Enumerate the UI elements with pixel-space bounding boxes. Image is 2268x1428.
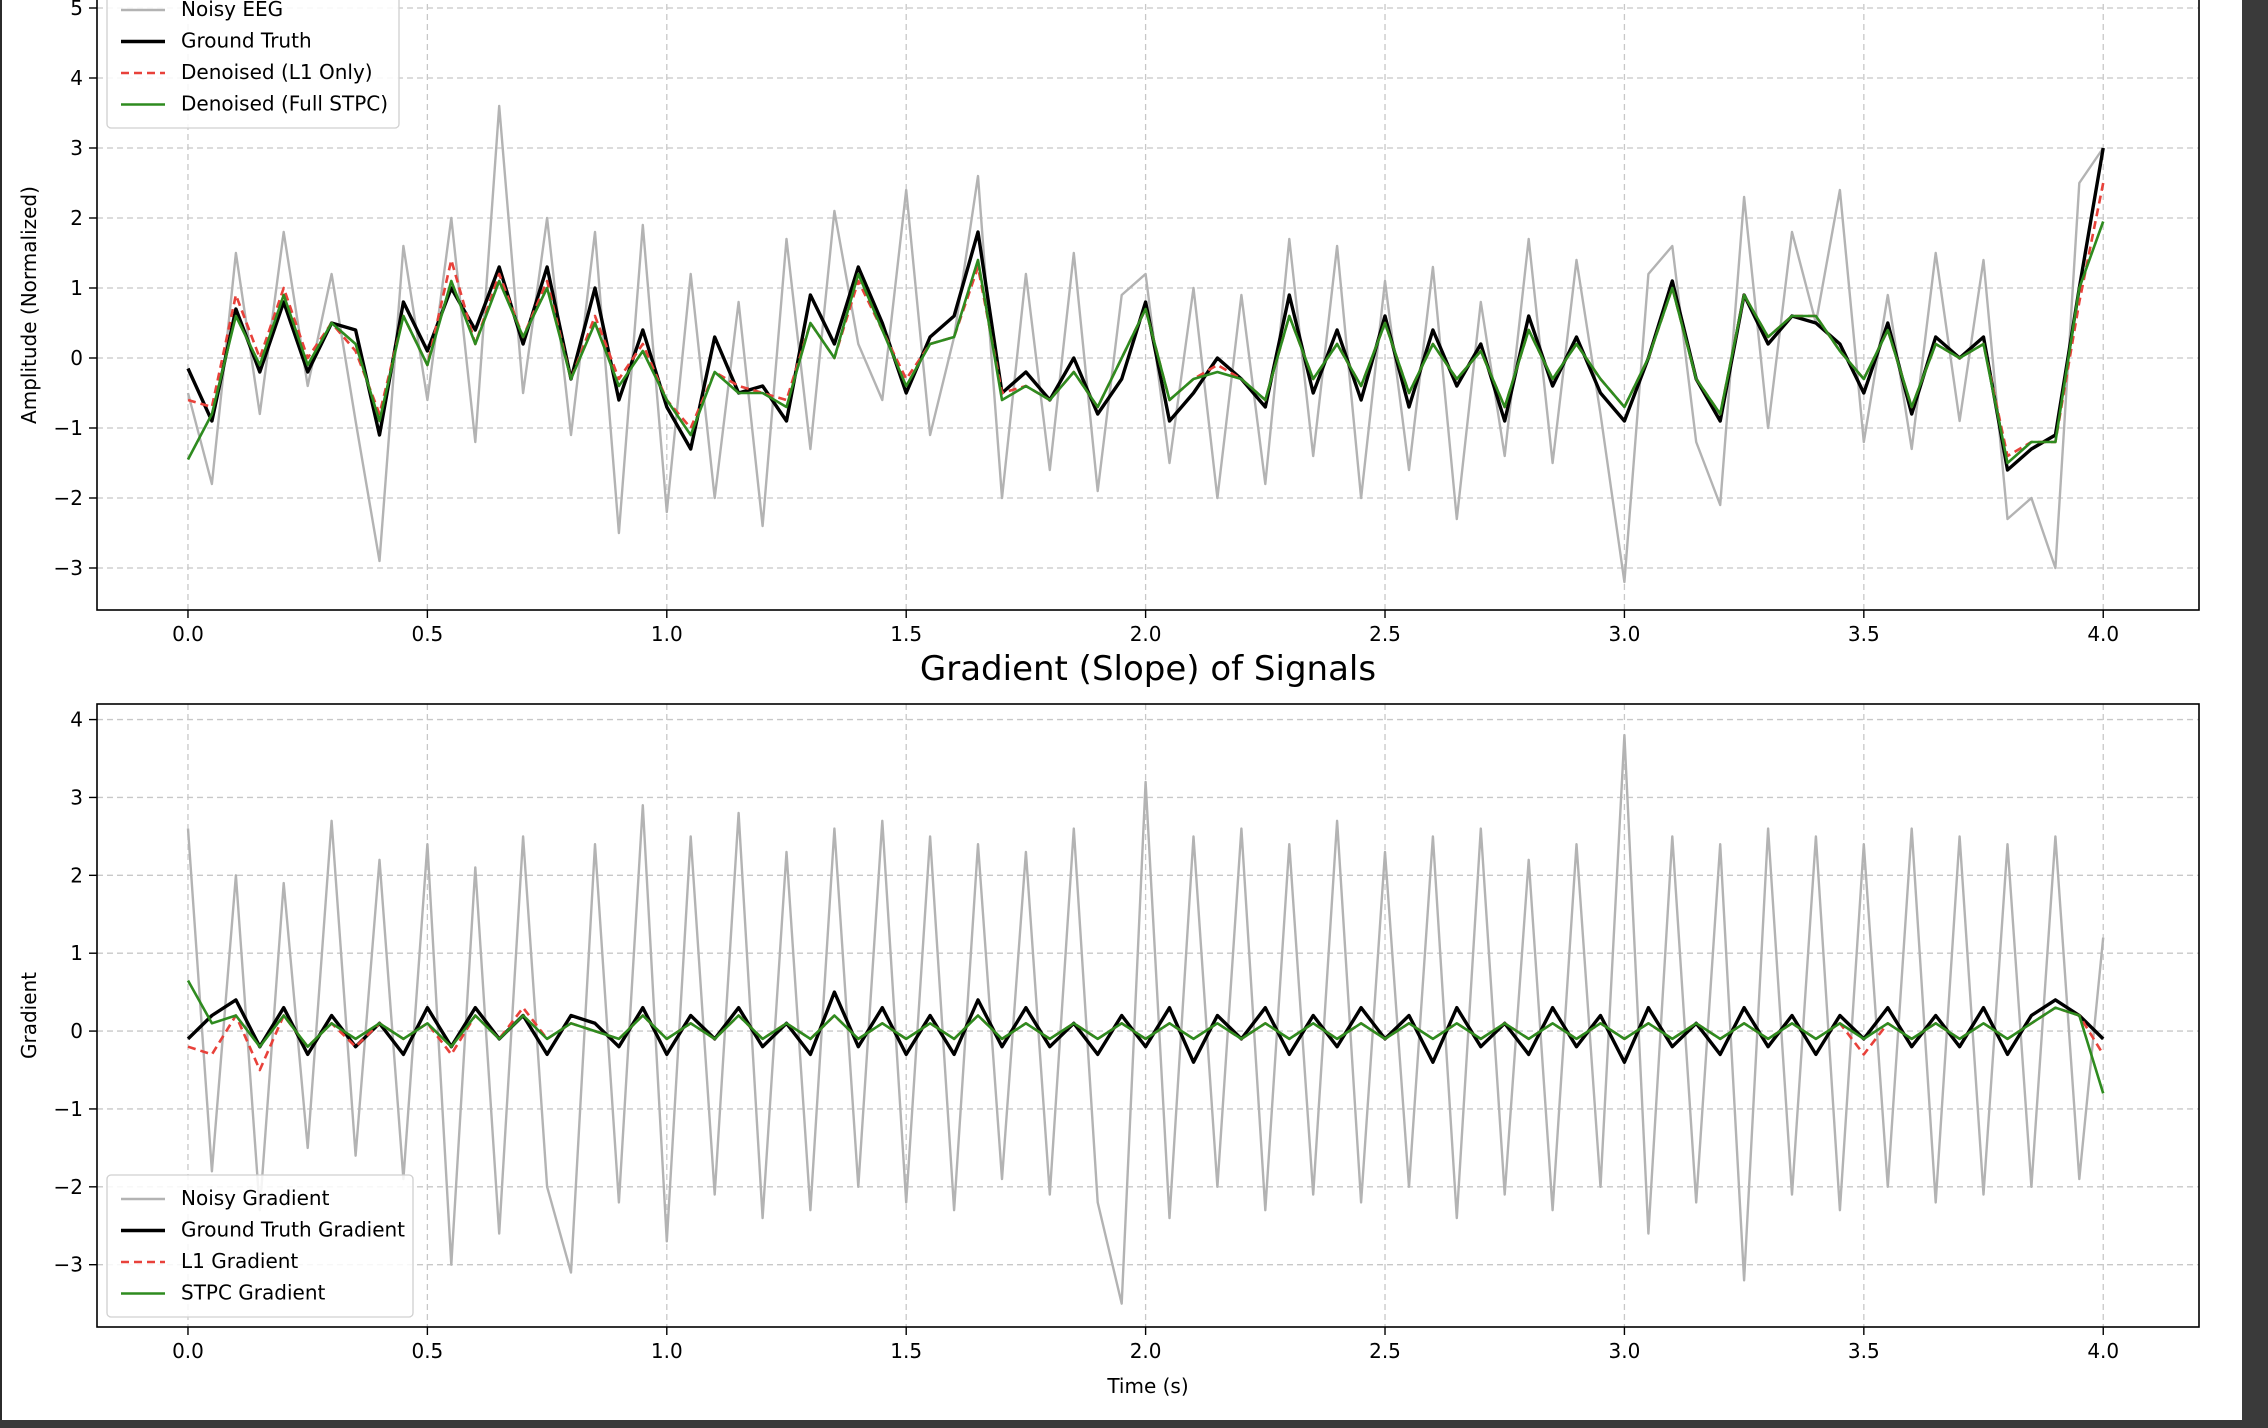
x-tick-label: 2.0 <box>1130 622 1162 646</box>
legend-entry-label: Noisy EEG <box>181 0 283 21</box>
panel-2: 0.0 0.5 1.0 1.5 2.0 2.5 3.0 3.5 4.0 −3 −2 −1 0 1 2 3 4 Gr… <box>17 649 2200 1398</box>
legend-entry-label: Denoised (Full STPC) <box>181 92 388 116</box>
legend-box <box>106 0 400 129</box>
y-tick-label: 0 <box>70 346 83 370</box>
x-tick-label: 4.0 <box>2087 622 2119 646</box>
x-tick-label: 3.0 <box>1609 622 1641 646</box>
legend-entry-label: Denoised (L1 Only) <box>181 60 373 84</box>
y-tick-label: 1 <box>70 941 83 965</box>
y-tick-label: 2 <box>70 206 83 230</box>
series-line-noisy-eeg <box>186 104 2105 584</box>
plot-area-border <box>96 703 2200 1328</box>
legend-entry-label: Ground Truth <box>181 29 312 53</box>
y-tick-label: 4 <box>70 708 83 732</box>
y-tick-label: 3 <box>70 136 83 160</box>
x-axis-label: Time (s) <box>1106 1374 1188 1398</box>
legend-entry-label: L1 Gradient <box>181 1249 298 1273</box>
y-tick-label: −1 <box>54 416 83 440</box>
y-tick-label: 5 <box>70 0 83 20</box>
x-tick-label: 1.0 <box>651 1339 683 1363</box>
x-tick-label: 3.5 <box>1848 1339 1880 1363</box>
x-tick-label: 3.5 <box>1848 622 1880 646</box>
series-line-denoised-full-stpc- <box>186 221 2105 465</box>
x-tick-label: 0.5 <box>411 622 443 646</box>
series-line-ground-truth <box>186 147 2105 472</box>
y-tick-label: −2 <box>54 486 83 510</box>
x-tick-label: 0.0 <box>172 622 204 646</box>
y-tick-label: 4 <box>70 66 83 90</box>
legend-entry-label: Ground Truth Gradient <box>181 1218 405 1242</box>
y-tick-label: −2 <box>54 1175 83 1199</box>
chart-title: Gradient (Slope) of Signals <box>920 649 1376 689</box>
legend-box <box>106 1174 414 1318</box>
y-axis-label: Gradient <box>17 972 41 1059</box>
x-tick-label: 2.5 <box>1369 622 1401 646</box>
y-tick-label: 2 <box>70 863 83 887</box>
x-tick-label: 1.5 <box>890 1339 922 1363</box>
series-line-noisy-gradient <box>186 733 2105 1305</box>
legend-entry-label: STPC Gradient <box>181 1281 326 1305</box>
y-axis-label: Amplitude (Normalized) <box>17 186 41 424</box>
legend: Noisy Gradient Ground Truth Gradient L1 Gr… <box>106 1174 414 1318</box>
x-tick-label: 0.0 <box>172 1339 204 1363</box>
y-tick-label: 3 <box>70 785 83 809</box>
y-tick-label: −3 <box>54 556 83 580</box>
legend-entry-label: Noisy Gradient <box>181 1186 330 1210</box>
y-tick-label: −3 <box>54 1253 83 1277</box>
x-tick-label: 1.0 <box>651 622 683 646</box>
x-tick-label: 4.0 <box>2087 1339 2119 1363</box>
x-tick-label: 3.0 <box>1609 1339 1641 1363</box>
y-tick-label: −1 <box>54 1097 83 1121</box>
y-tick-label: 1 <box>70 276 83 300</box>
x-tick-label: 0.5 <box>411 1339 443 1363</box>
x-tick-label: 2.0 <box>1130 1339 1162 1363</box>
legend: Noisy EEG Ground Truth Denoised (L1 Only) D… <box>106 0 400 129</box>
series-group <box>186 733 2105 1305</box>
x-tick-label: 2.5 <box>1369 1339 1401 1363</box>
series-line-stpc-gradient <box>186 979 2105 1094</box>
plot-area-border <box>96 0 2200 611</box>
panel-1: 0.0 0.5 1.0 1.5 2.0 2.5 3.0 3.5 4.0 −3 −2 −1 0 1 2 3 4 5 A… <box>17 0 2200 646</box>
series-group <box>186 104 2105 584</box>
x-tick-label: 1.5 <box>890 622 922 646</box>
y-tick-label: 0 <box>70 1019 83 1043</box>
